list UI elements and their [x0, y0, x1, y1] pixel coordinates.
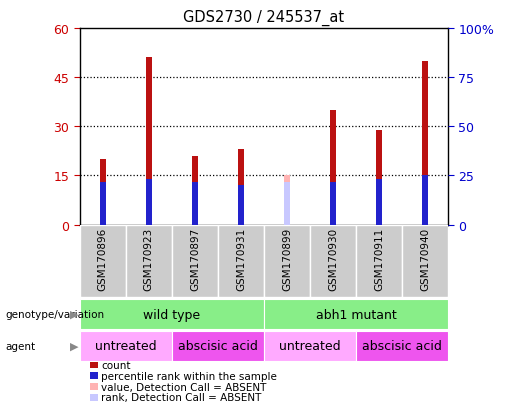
Text: agent: agent — [5, 341, 35, 351]
Text: GSM170897: GSM170897 — [190, 227, 200, 290]
Bar — [172, 225, 218, 297]
Text: rank, Detection Call = ABSENT: rank, Detection Call = ABSENT — [101, 392, 262, 402]
Text: GSM170940: GSM170940 — [420, 227, 430, 290]
Text: untreated: untreated — [279, 339, 341, 353]
Bar — [264, 225, 310, 297]
Bar — [218, 225, 264, 297]
Text: genotype/variation: genotype/variation — [5, 309, 104, 319]
Title: GDS2730 / 245537_at: GDS2730 / 245537_at — [183, 10, 345, 26]
Text: GSM170911: GSM170911 — [374, 227, 384, 290]
Text: wild type: wild type — [143, 308, 200, 321]
Bar — [422, 62, 428, 225]
Bar — [376, 179, 382, 225]
Bar — [330, 111, 336, 225]
Bar — [330, 183, 336, 225]
Bar — [284, 176, 290, 225]
Text: value, Detection Call = ABSENT: value, Detection Call = ABSENT — [101, 382, 267, 392]
Bar — [264, 299, 448, 329]
Text: GSM170896: GSM170896 — [98, 227, 108, 290]
Bar — [356, 331, 448, 361]
Text: GSM170923: GSM170923 — [144, 227, 154, 290]
Bar — [422, 176, 428, 225]
Bar — [172, 331, 264, 361]
Bar — [192, 183, 198, 225]
Bar — [192, 157, 198, 225]
Bar — [146, 179, 151, 225]
Bar — [100, 183, 106, 225]
Text: abscisic acid: abscisic acid — [362, 339, 442, 353]
Bar — [284, 183, 290, 225]
Bar — [80, 299, 264, 329]
Text: abscisic acid: abscisic acid — [178, 339, 258, 353]
Bar — [146, 58, 151, 225]
Bar — [402, 225, 448, 297]
Text: percentile rank within the sample: percentile rank within the sample — [101, 371, 278, 381]
Bar — [238, 186, 244, 225]
Bar — [126, 225, 172, 297]
Bar — [80, 225, 126, 297]
Bar — [100, 160, 106, 225]
Text: untreated: untreated — [95, 339, 157, 353]
Bar — [264, 331, 356, 361]
Bar — [310, 225, 356, 297]
Text: GSM170931: GSM170931 — [236, 227, 246, 290]
Bar — [238, 150, 244, 225]
Text: count: count — [101, 360, 131, 370]
Text: ▶: ▶ — [71, 341, 79, 351]
Text: GSM170899: GSM170899 — [282, 227, 292, 290]
Text: GSM170930: GSM170930 — [328, 227, 338, 290]
Bar — [376, 130, 382, 225]
Bar — [356, 225, 402, 297]
Text: abh1 mutant: abh1 mutant — [316, 308, 397, 321]
Text: ▶: ▶ — [71, 309, 79, 319]
Bar — [80, 331, 172, 361]
